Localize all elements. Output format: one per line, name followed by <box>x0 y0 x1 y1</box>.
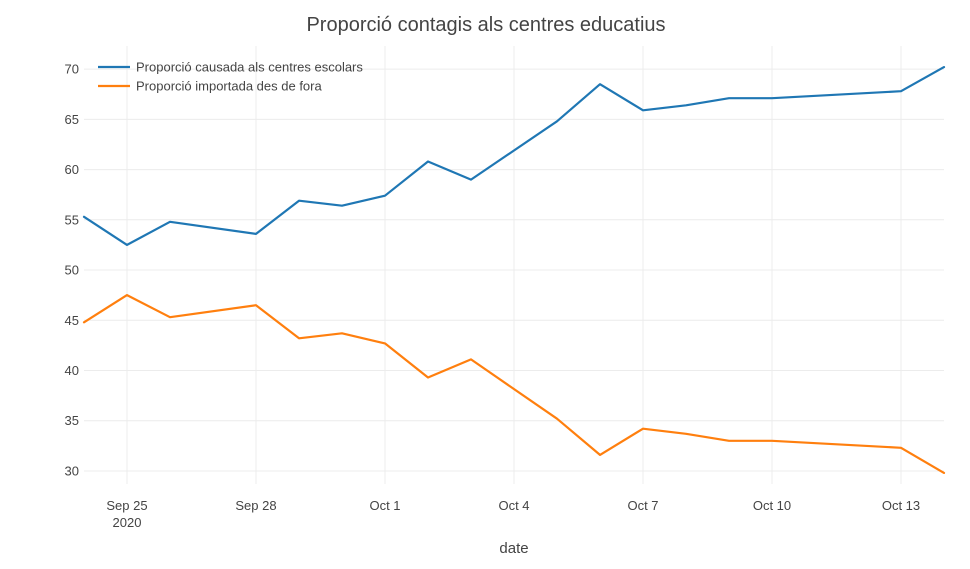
x-tick-label: Oct 1 <box>369 498 400 513</box>
x-tick-label: Oct 4 <box>498 498 529 513</box>
x-axis-title: date <box>499 540 528 557</box>
y-axis-ticks: 30 35 40 45 50 55 60 65 70 <box>65 62 79 479</box>
y-tick-label: 55 <box>65 212 79 227</box>
y-tick-label: 35 <box>65 413 79 428</box>
legend-item[interactable]: Proporció causada als centres escolars <box>98 60 363 75</box>
chart-title: Proporció contagis als centres educatius <box>306 14 665 36</box>
x-tick-label: Sep 25 <box>106 498 147 513</box>
legend-label: Proporció importada des de fora <box>136 79 322 94</box>
legend-item[interactable]: Proporció importada des de fora <box>98 79 322 94</box>
grid <box>84 46 944 484</box>
x-tick-label: Sep 28 <box>235 498 276 513</box>
x-tick-label: Oct 13 <box>882 498 920 513</box>
x-tick-label: Oct 10 <box>753 498 791 513</box>
series-line <box>82 294 946 474</box>
y-tick-label: 60 <box>65 162 79 177</box>
y-tick-label: 30 <box>65 463 79 478</box>
y-tick-label: 40 <box>65 363 79 378</box>
legend-label: Proporció causada als centres escolars <box>136 60 363 75</box>
y-tick-label: 45 <box>65 313 79 328</box>
x-axis-ticks: Sep 25 2020 Sep 28 Oct 1 Oct 4 Oct 7 Oct 10 Oct… <box>106 498 920 530</box>
y-tick-label: 65 <box>65 112 79 127</box>
x-tick-sublabel: 2020 <box>113 515 142 530</box>
legend[interactable]: Proporció causada als centres escolars Pr… <box>98 60 363 94</box>
series-lines <box>82 65 946 474</box>
x-tick-label: Oct 7 <box>627 498 658 513</box>
series-line <box>82 65 946 246</box>
y-tick-label: 70 <box>65 62 79 77</box>
y-tick-label: 50 <box>65 263 79 278</box>
